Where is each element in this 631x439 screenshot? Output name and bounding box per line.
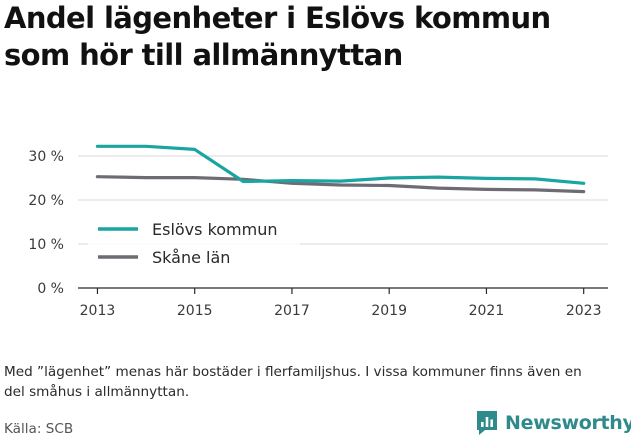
newsworthy-logo-icon [477, 411, 497, 435]
x-tick-label: 2013 [80, 303, 116, 319]
y-tick-label: 30 % [28, 149, 64, 165]
y-axis-ticks: 0 % 10 % 20 % 30 % [28, 149, 64, 297]
x-tick-label: 2021 [469, 303, 505, 319]
series-line-skåne-län [95, 175, 586, 194]
brand-logo[interactable]: Newsworthy [475, 408, 631, 438]
chart-note: Med ”lägenhet” menas här bostäder i fler… [4, 364, 582, 400]
series-line-eslövs-kommun [95, 144, 586, 185]
line-chart: 0 % 10 % 20 % 30 % 2013 2015 2017 2019 2021 2023… [28, 144, 608, 319]
y-tick-label: 0 % [37, 281, 64, 297]
x-tick-label: 2015 [177, 303, 213, 319]
brand-name: Newsworthy [505, 412, 631, 434]
gridlines [78, 155, 608, 289]
x-tick-label: 2019 [371, 303, 407, 319]
x-tick-label: 2023 [566, 303, 602, 319]
legend-label: Skåne län [152, 248, 230, 267]
y-tick-label: 20 % [28, 193, 64, 209]
legend: Eslövs kommun Skåne län [88, 213, 300, 273]
legend-label: Eslövs kommun [152, 220, 278, 239]
x-axis-ticks: 2013 2015 2017 2019 2021 2023 [80, 288, 602, 319]
series-lines [95, 144, 586, 194]
source-label: Källa: SCB [4, 421, 74, 437]
y-tick-label: 10 % [28, 237, 64, 253]
x-tick-label: 2017 [274, 303, 310, 319]
chart-title: Andel lägenheter i Eslövs kommun som hör… [4, 1, 551, 72]
legend-background [88, 213, 300, 273]
